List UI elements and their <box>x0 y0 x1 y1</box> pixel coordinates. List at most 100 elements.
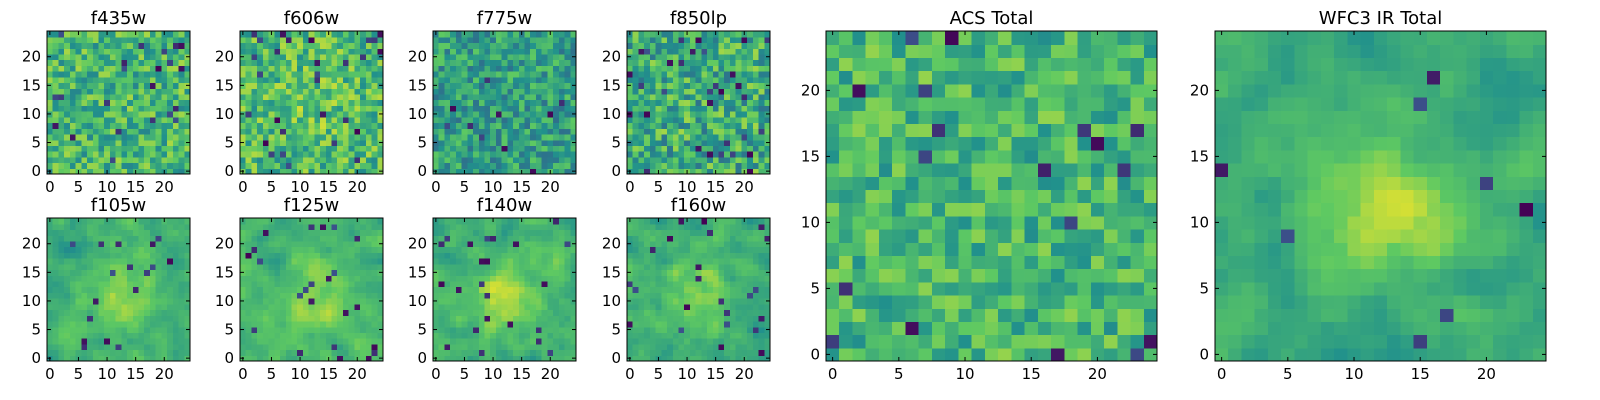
heatmap-cell <box>553 240 560 248</box>
heatmap-cell <box>161 116 168 124</box>
heatmap-cell <box>553 315 560 322</box>
heatmap-cell <box>672 349 680 356</box>
heatmap-cell <box>285 168 293 175</box>
heatmap-cell <box>144 53 151 61</box>
heatmap-cell <box>155 263 162 271</box>
heatmap-cell <box>758 338 765 345</box>
heatmap-cell <box>438 82 446 89</box>
heatmap-cell <box>747 162 754 169</box>
heatmap-cell <box>712 111 720 118</box>
heatmap-cell <box>473 240 480 248</box>
heatmap-cell <box>547 223 554 231</box>
heatmap-cell <box>473 139 480 146</box>
y-tick-label: 0 <box>611 162 621 180</box>
heatmap-cell <box>467 309 474 316</box>
heatmap-cell <box>547 116 554 124</box>
heatmap-cell <box>495 235 503 242</box>
heatmap-cell <box>257 65 264 72</box>
heatmap-cell <box>87 82 94 89</box>
heatmap-cell <box>764 105 771 112</box>
heatmap-cell <box>490 235 497 242</box>
heatmap-cell <box>524 76 531 84</box>
heatmap-cell <box>450 218 457 225</box>
heatmap-cell <box>285 258 293 265</box>
heatmap-cell <box>564 218 571 225</box>
heatmap-cell <box>377 320 384 328</box>
heatmap-cell <box>513 332 520 339</box>
heatmap-cell <box>121 111 128 118</box>
heatmap-cell <box>655 116 662 124</box>
heatmap-cell <box>365 269 373 276</box>
heatmap-cell <box>64 42 71 49</box>
heatmap-cell <box>735 53 742 61</box>
heatmap-cell <box>632 338 640 345</box>
heatmap-cell <box>69 133 77 141</box>
heatmap-cell <box>729 303 737 311</box>
heatmap-cell <box>649 269 657 276</box>
heatmap-cell <box>478 99 486 106</box>
heatmap-cell <box>58 99 65 106</box>
heatmap-cell <box>541 31 548 38</box>
heatmap-cell <box>729 338 737 345</box>
heatmap-cell <box>547 280 554 288</box>
heatmap-cell <box>274 99 281 106</box>
heatmap-cell <box>52 303 60 311</box>
heatmap-cell <box>707 349 714 356</box>
x-tick-label: 15 <box>126 178 145 196</box>
heatmap-cell <box>655 59 662 66</box>
heatmap-cell <box>689 128 697 135</box>
heatmap-cell <box>178 93 185 101</box>
heatmap-cell <box>501 240 508 248</box>
heatmap-cell <box>365 223 373 231</box>
heatmap-cell <box>678 88 685 95</box>
heatmap-cell <box>672 36 680 44</box>
heatmap-cell <box>758 76 765 84</box>
heatmap-cell <box>184 218 191 225</box>
heatmap-cell <box>365 156 373 164</box>
heatmap-cell <box>360 280 367 288</box>
heatmap-cell <box>371 162 378 169</box>
heatmap-cell <box>360 111 367 118</box>
heatmap-cell <box>684 151 691 158</box>
heatmap-cell <box>473 111 480 118</box>
heatmap-cell <box>473 105 480 112</box>
heatmap-cell <box>695 145 702 152</box>
heatmap-cell <box>314 292 321 299</box>
heatmap-cell <box>87 48 94 55</box>
heatmap-cell <box>104 48 111 55</box>
heatmap-cell <box>285 280 293 288</box>
heatmap-cell <box>81 48 88 55</box>
heatmap-cell <box>291 111 298 118</box>
heatmap-cell <box>541 59 548 66</box>
heatmap-cell <box>297 303 304 311</box>
heatmap-cell <box>115 280 122 288</box>
heatmap-cell <box>354 349 361 356</box>
heatmap-cell <box>81 355 88 362</box>
heatmap-cell <box>701 139 708 146</box>
heatmap-cell <box>678 71 685 78</box>
heatmap-cell <box>541 65 548 72</box>
heatmap-cell <box>638 162 645 169</box>
heatmap-cell <box>184 338 191 345</box>
heatmap-cell <box>52 93 60 101</box>
heatmap-cell <box>547 286 554 293</box>
heatmap-cell <box>758 326 765 333</box>
heatmap-cell <box>360 263 367 271</box>
heatmap-cell <box>274 235 281 242</box>
heatmap-cell <box>455 82 463 89</box>
heatmap-cell <box>161 349 168 356</box>
heatmap-cell <box>377 332 384 339</box>
heatmap-cell <box>297 343 304 351</box>
heatmap-cell <box>240 88 247 95</box>
heatmap-cell <box>564 303 571 311</box>
heatmap-cell <box>530 93 537 101</box>
heatmap-cell <box>365 162 373 169</box>
heatmap-cell <box>127 128 134 135</box>
heatmap-cell <box>450 48 457 55</box>
heatmap-cell <box>473 349 480 356</box>
heatmap-cell <box>167 93 174 101</box>
heatmap-cell <box>644 326 651 333</box>
heatmap-cell <box>172 298 180 305</box>
heatmap-cell <box>684 286 691 293</box>
heatmap-cell <box>115 105 122 112</box>
